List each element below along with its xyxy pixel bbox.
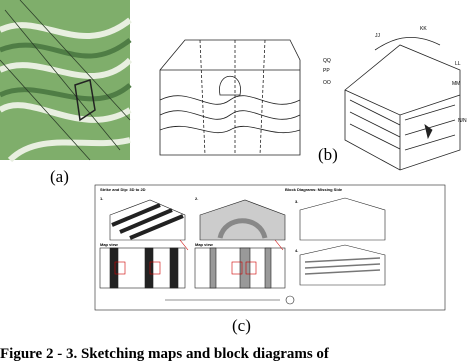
item-number: 4. xyxy=(295,248,298,253)
annotation: MM xyxy=(452,81,460,87)
annotation: PP xyxy=(323,68,330,74)
caption: Figure 2 - 3. Sketching maps and block d… xyxy=(0,346,330,361)
block-diagram xyxy=(159,39,301,156)
annotation: JJ xyxy=(375,33,381,39)
block-diagram xyxy=(344,37,461,171)
map-label: Map view xyxy=(100,242,119,247)
map-label: Map view xyxy=(195,242,214,247)
item-number: 3. xyxy=(295,199,298,204)
section-title: Strike and Dip: 3D to 2D xyxy=(100,187,146,192)
panel-label: (b) xyxy=(318,145,338,164)
annotation: KK xyxy=(420,26,427,32)
panel-label: (c) xyxy=(232,316,251,335)
item-number: 1. xyxy=(100,196,103,201)
worksheet xyxy=(94,184,446,311)
map-image xyxy=(0,0,133,163)
annotation: QQ xyxy=(323,58,331,64)
item-number: 2. xyxy=(195,196,198,201)
annotation: OO xyxy=(323,80,331,86)
annotation: N/N xyxy=(458,118,467,124)
section-title: Block Diagrams: Missing Side xyxy=(285,187,343,192)
panel-label: (a) xyxy=(50,167,69,186)
annotation: LL xyxy=(455,61,461,67)
